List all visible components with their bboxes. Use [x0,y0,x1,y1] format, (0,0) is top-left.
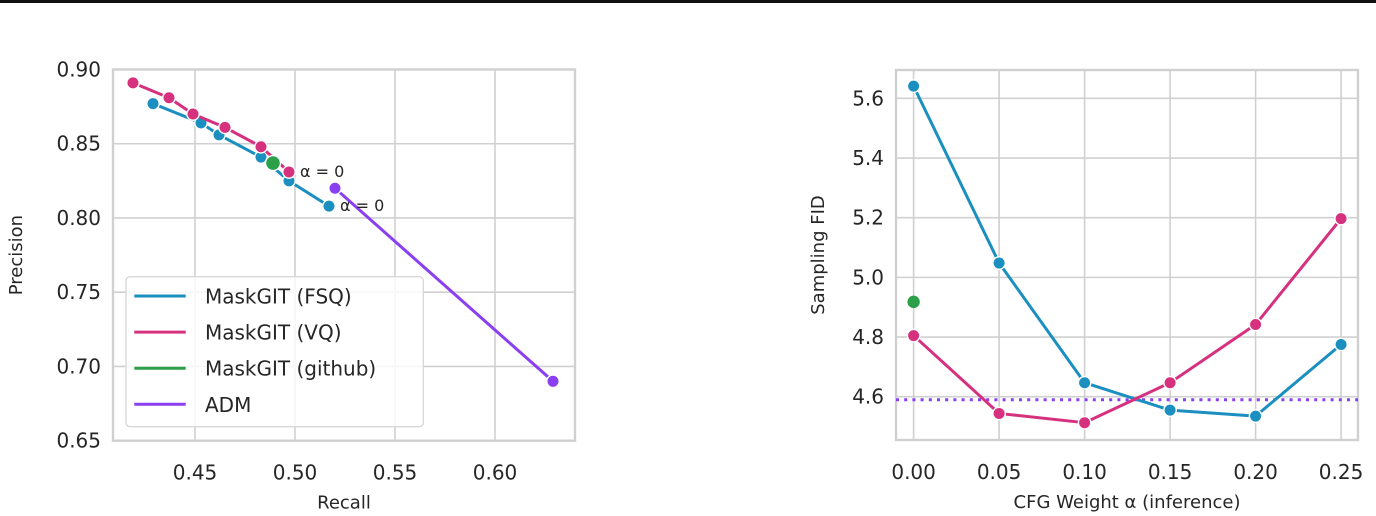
x-tick-label: 0.10 [1062,460,1107,484]
data-point-marker [906,328,921,343]
series-maskgit-fsq [146,96,336,214]
data-point-marker [186,107,200,121]
y-tick-label: 0.80 [56,206,101,230]
data-point-marker [907,295,920,309]
top-border [0,0,1376,3]
series-maskgit-vq [906,211,1348,430]
y-axis-label: Precision [6,215,27,295]
legend-label: MaskGIT (github) [205,357,376,381]
series-line [912,85,1343,418]
data-point-marker [1163,403,1177,418]
x-tick-label: 0.20 [1233,460,1278,484]
legend-label: ADM [205,393,251,417]
y-tick-label: 4.6 [852,385,884,409]
series-maskgit-fsq [906,79,1348,424]
y-tick-label: 5.4 [852,146,884,170]
x-axis-label: CFG Weight α (inference) [1014,492,1241,513]
data-point-marker [1248,409,1263,424]
series-line [912,217,1343,425]
data-series [906,79,1348,430]
data-series [126,75,560,389]
data-point-marker [992,256,1007,270]
fid-vs-cfg-chart: 4.64.85.05.25.45.6 0.00 0.05 0.10 0.15 0.20 0… [808,68,1363,513]
x-tick-label: 0.55 [373,461,418,485]
x-tick-labels: 0.00 0.05 0.10 0.15 0.20 0.25 [891,460,1363,484]
y-axis-label: Sampling FID [808,195,829,315]
data-point-marker [906,79,921,94]
data-point-marker [1163,375,1177,390]
data-point-marker [146,96,160,111]
y-tick-label: 5.2 [852,206,884,230]
legend-label: MaskGIT (FSQ) [205,285,352,309]
y-tick-label: 4.8 [852,325,884,349]
data-point-marker [322,199,336,214]
data-point-marker [328,181,342,196]
y-tick-label: 0.90 [56,58,101,82]
x-tick-label: 0.45 [173,461,218,485]
x-tick-label: 0.60 [473,461,518,485]
plot-frame [111,68,577,442]
y-tick-label: 0.85 [56,132,101,156]
data-point-marker [1334,211,1348,226]
series-maskgit-vq [126,75,296,179]
data-point-marker [254,139,268,154]
legend: MaskGIT (FSQ) MaskGIT (VQ) MaskGIT (github… [125,276,424,428]
grid-lines [896,70,1358,440]
x-tick-label: 0.15 [1148,460,1193,484]
x-axis-label: Recall [317,493,371,514]
series-maskgit-github [264,154,282,172]
y-tick-labels: 4.6 4.8 5.0 5.2 5.4 5.6 [852,86,884,408]
y-tick-label: 0.75 [56,280,101,304]
series-line [152,102,330,208]
series-adm [328,181,560,389]
alpha-zero-annotation: α = 0 [300,162,344,181]
data-point-marker [162,90,176,105]
data-point-marker [218,120,232,135]
data-point-marker [546,374,560,389]
data-point-marker [1334,337,1348,352]
y-tick-labels: 0.65 0.70 0.75 0.80 0.85 0.90 [56,58,101,453]
precision-recall-chart: 0.65 0.70 0.75 0.80 0.85 0.90 0.45 0.50 0.55 0.6… [6,58,577,514]
x-tick-label: 0.25 [1319,460,1364,484]
annotations: α = 0 α = 0 [300,162,384,215]
data-point-marker [126,75,140,90]
data-point-marker [1248,317,1263,332]
x-tick-label: 0.00 [891,460,936,484]
data-point-marker [992,406,1007,421]
plot-frame [894,68,1360,442]
y-tick-label: 5.6 [852,86,884,110]
series-line [334,187,554,383]
alpha-zero-annotation: α = 0 [340,196,384,215]
x-tick-label: 0.50 [273,461,318,485]
legend-box [125,276,424,428]
y-tick-label: 0.65 [56,429,101,453]
y-tick-label: 0.70 [56,354,101,378]
x-tick-labels: 0.45 0.50 0.55 0.60 [173,461,518,485]
data-point-marker [1077,375,1092,390]
y-tick-label: 5.0 [852,265,884,289]
legend-label: MaskGIT (VQ) [205,321,342,345]
data-point-marker [1077,415,1092,430]
series-maskgit-github [907,295,920,309]
data-point-marker [264,154,282,172]
x-tick-label: 0.05 [977,460,1022,484]
data-point-marker [282,165,296,179]
